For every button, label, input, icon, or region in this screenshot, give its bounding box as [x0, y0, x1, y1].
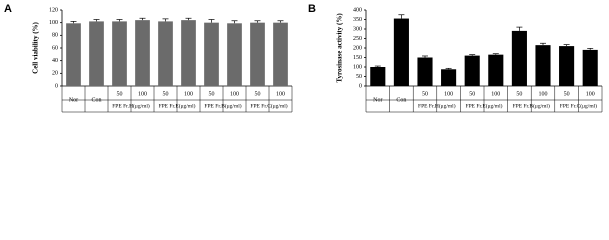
bar: [488, 54, 504, 86]
bar: [181, 20, 196, 87]
x-tick-label: 50: [255, 91, 261, 97]
group-label: FPE Fr.E(μg/ml): [159, 102, 196, 109]
bar: [66, 23, 81, 86]
x-tick-label: Nor: [373, 97, 382, 103]
bar: [273, 22, 288, 87]
y-tick-label: 0: [359, 83, 362, 89]
y-axis-label: Cell viability (%): [32, 21, 40, 73]
y-tick-label: 60: [52, 45, 58, 51]
group-label: FPE Fr.H(μg/ml): [418, 102, 456, 109]
y-tick-label: 0: [55, 83, 58, 89]
x-tick-label: 50: [117, 91, 123, 97]
group-label: FPE Fr.B(μg/ml): [204, 102, 241, 109]
group-label: FPE Fr.B(μg/ml): [513, 102, 550, 109]
bar: [370, 67, 386, 86]
bar: [89, 21, 104, 86]
bar: [441, 69, 457, 86]
y-tick-label: 100: [49, 20, 58, 26]
y-tick-label: 100: [353, 64, 362, 70]
bar: [511, 30, 527, 86]
figure: A Cell viability (%) 0 20 40 60 80 100 120 Nor Con…: [4, 3, 603, 113]
x-tick-label: 100: [586, 91, 595, 97]
y-tick-label: 400: [353, 7, 362, 13]
x-tick-label: 100: [230, 91, 239, 97]
x-tick-label: 100: [138, 91, 147, 97]
y-tick-label: 300: [353, 26, 362, 32]
y-tick-label: 150: [353, 55, 362, 61]
y-tick-label: 350: [353, 17, 362, 23]
bar: [582, 49, 598, 86]
x-tick-label: 50: [163, 91, 169, 97]
x-tick-label: 50: [422, 91, 428, 97]
y-axis-label: Tyrosinase activity (%): [336, 13, 344, 83]
x-tick-label: 50: [516, 91, 522, 97]
x-tick-label: 100: [539, 91, 548, 97]
x-tick-label: 50: [564, 91, 570, 97]
bar: [417, 57, 433, 86]
x-tick-label: 100: [491, 91, 500, 97]
bar: [135, 20, 150, 87]
y-tick-label: 50: [356, 74, 362, 80]
bar: [204, 22, 219, 87]
x-tick-label: 50: [209, 91, 215, 97]
x-tick-label: 100: [276, 91, 285, 97]
group-label: FPE Fr.E(μg/ml): [466, 102, 503, 109]
x-tick-label: 100: [184, 91, 193, 97]
y-tick-label: 120: [49, 7, 58, 13]
bar: [464, 55, 480, 86]
bar: [393, 18, 409, 86]
y-tick-label: 20: [52, 71, 58, 77]
x-tick-label: 100: [444, 91, 453, 97]
panel-label: B: [308, 3, 316, 15]
x-tick-label: 50: [469, 91, 475, 97]
group-label: FPE Fr.H(μg/ml): [112, 102, 150, 109]
y-tick-label: 200: [353, 45, 362, 51]
y-tick-label: 80: [52, 33, 58, 39]
group-label: FPE Fr.C(μg/ml): [250, 102, 287, 109]
y-tick-label: 250: [353, 36, 362, 42]
bar: [559, 46, 575, 86]
bar: [158, 21, 173, 86]
bar: [227, 23, 242, 86]
x-tick-label: Con: [91, 97, 101, 103]
bar: [250, 22, 265, 87]
y-tick-label: 40: [52, 58, 58, 64]
x-tick-label: Nor: [69, 97, 78, 103]
panel-label: A: [4, 3, 12, 15]
bar: [535, 45, 551, 86]
group-label: FPE Fr.C(μg/ml): [560, 102, 597, 109]
bar: [112, 21, 127, 86]
x-tick-label: Con: [396, 97, 406, 103]
